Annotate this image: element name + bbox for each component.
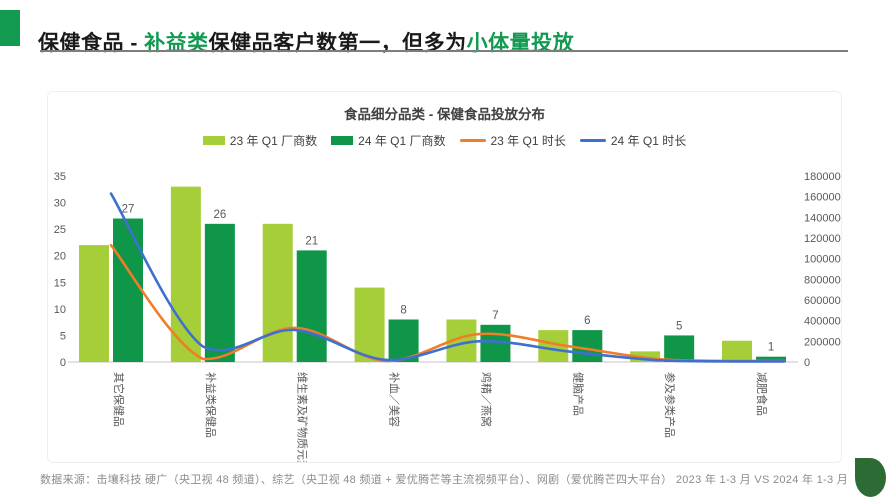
bar-24q1-6 <box>664 335 695 362</box>
bar-value-label: 27 <box>122 204 135 216</box>
bar-24q1-0 <box>113 218 143 362</box>
bar-24q1-5 <box>572 330 603 362</box>
bar-23q1-7 <box>722 340 753 362</box>
right-axis-tick: 1200000 <box>804 233 841 245</box>
bar-23q1-3 <box>354 287 385 362</box>
legend-label: 23 年 Q1 时长 <box>490 134 566 148</box>
bar-23q1-0 <box>79 245 109 362</box>
x-category-label-6: 参及参类产品 <box>663 372 677 438</box>
left-axis-tick: 0 <box>60 357 66 369</box>
bar-23q1-1 <box>170 186 201 362</box>
x-category-label-5: 健脑产品 <box>571 372 585 416</box>
bar-value-label: 7 <box>492 310 498 322</box>
right-axis-tick: 800000 <box>804 274 841 286</box>
bar-24q1-7 <box>756 356 787 362</box>
header-divider <box>40 50 848 52</box>
right-axis-tick: 200000 <box>804 336 841 348</box>
right-axis-tick: 0 <box>804 357 810 369</box>
left-axis-tick: 10 <box>54 304 66 316</box>
right-axis-tick: 400000 <box>804 316 841 328</box>
bar-24q1-1 <box>204 223 235 362</box>
chart-legend: 23 年 Q1 厂商数 24 年 Q1 厂商数 23 年 Q1 时长 24 年 Q1 … <box>48 132 841 149</box>
left-axis-tick: 35 <box>54 171 66 183</box>
page-title-segment-accent: 补益类 <box>144 32 209 56</box>
combo-chart: 0510152025303502000004000006000008000001… <box>54 171 841 462</box>
left-axis-tick: 15 <box>54 277 66 289</box>
page-title-segment: 保健食品 - <box>38 32 145 56</box>
legend-bar-swatch <box>202 136 225 145</box>
page-title-segment-accent: 小体量投放 <box>466 32 575 56</box>
chart-card: 食品细分品类 - 保健食品投放分布 23 年 Q1 厂商数 24 年 Q1 厂商数… <box>47 91 842 463</box>
left-axis-tick: 25 <box>54 224 66 236</box>
left-axis-tick: 20 <box>54 251 66 263</box>
legend-label: 24 年 Q1 厂商数 <box>358 134 446 148</box>
left-axis-tick: 30 <box>54 198 66 210</box>
bar-value-label: 26 <box>213 209 226 221</box>
legend-label: 24 年 Q1 时长 <box>610 134 687 148</box>
line-24q1-duration <box>109 192 786 363</box>
right-axis-tick: 1600000 <box>804 192 841 204</box>
legend-item-2: 23 年 Q1 时长 <box>459 132 566 149</box>
x-category-label-0: 其它保健品 <box>112 372 126 427</box>
legend-line-swatch <box>579 139 606 142</box>
right-axis-tick: 600000 <box>804 295 841 307</box>
x-category-label-1: 补益类保健品 <box>204 372 218 438</box>
bar-24q1-2 <box>296 250 327 362</box>
x-category-label-4: 鸡精／燕窝 <box>479 372 493 427</box>
x-category-label-2: 维生素及矿物质元素 <box>296 372 310 462</box>
legend-line-swatch <box>459 139 486 142</box>
bar-value-label: 1 <box>768 342 774 354</box>
left-axis-tick: 5 <box>60 330 66 342</box>
x-category-label-7: 减肥食品 <box>755 372 769 416</box>
right-axis-tick: 1000000 <box>804 254 841 266</box>
legend-bar-swatch <box>331 136 354 145</box>
bar-23q1-2 <box>262 223 293 362</box>
bar-value-label: 5 <box>676 320 682 332</box>
corner-logo-blob <box>855 458 886 497</box>
right-axis-tick: 1800000 <box>804 171 841 183</box>
page-title-segment: 保健品客户数第一，但多为 <box>208 32 467 56</box>
legend-item-0: 23 年 Q1 厂商数 <box>202 132 318 149</box>
bar-value-label: 6 <box>584 315 590 327</box>
right-axis-tick: 1400000 <box>804 212 841 224</box>
page-title: 保健食品 - 补益类保健品客户数第一，但多为小体量投放 <box>38 27 574 57</box>
legend-item-1: 24 年 Q1 厂商数 <box>331 132 446 149</box>
legend-item-3: 24 年 Q1 时长 <box>579 132 687 149</box>
data-source-note: 数据来源：击壤科技 硬广（央卫视 48 频道）、综艺（央卫视 48 频道 + 爱… <box>40 474 849 486</box>
title-accent-block <box>0 10 20 46</box>
bar-value-label: 8 <box>400 304 406 316</box>
chart-title: 食品细分品类 - 保健食品投放分布 <box>344 107 545 122</box>
legend-label: 23 年 Q1 厂商数 <box>229 134 318 148</box>
bar-value-label: 21 <box>305 235 318 247</box>
x-category-label-3: 补血／美容 <box>388 372 402 427</box>
